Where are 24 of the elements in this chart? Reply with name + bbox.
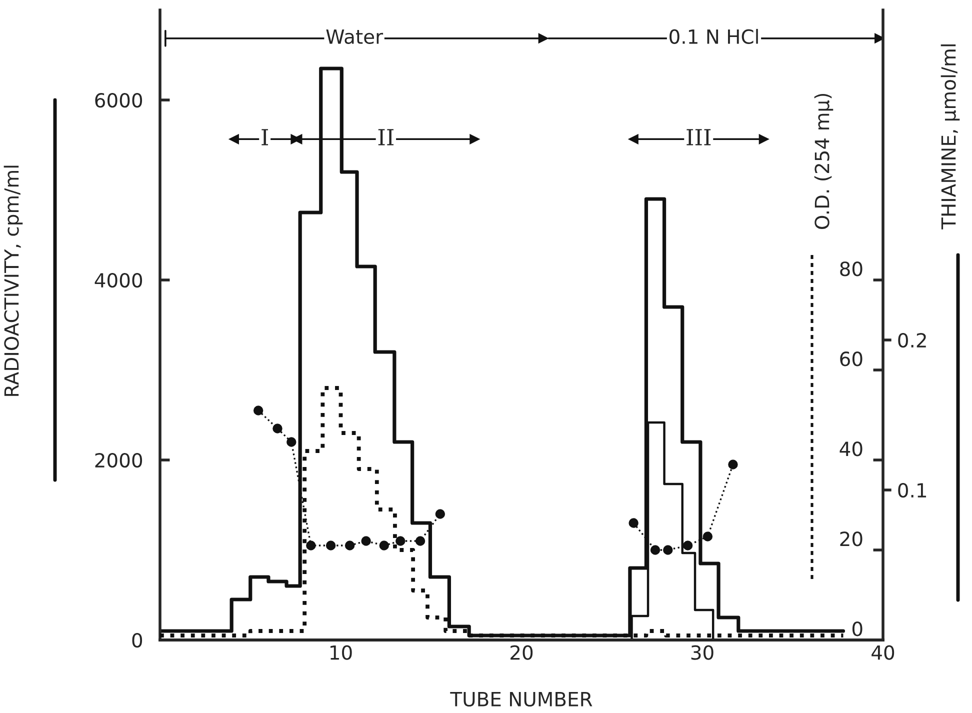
- y3-tick-label: 0.1: [898, 482, 926, 498]
- x-tick-label: 20: [510, 645, 533, 660]
- annotation: II: [378, 129, 394, 146]
- annotation: 0.1 N HCl: [670, 28, 758, 44]
- y-tick-label: 0: [132, 632, 142, 648]
- x-tick-label: 40: [872, 645, 894, 660]
- x-axis-title: TUBE NUMBER: [450, 692, 592, 707]
- y3-tick-label: 0.2: [898, 332, 926, 348]
- annotation: III: [686, 129, 711, 146]
- y-tick-label: 6000: [95, 92, 142, 108]
- y2-tick-label: 80: [840, 262, 862, 276]
- x-tick-label: 10: [330, 645, 352, 660]
- y2-tick-label: 20: [840, 532, 862, 546]
- y-axis-title: RADIOACTIVITY, cpm/ml: [4, 166, 23, 396]
- annotation: I: [262, 129, 268, 146]
- y2-axis-title: O.D. (254 mμ): [814, 94, 834, 230]
- y-tick-label: 4000: [94, 272, 142, 288]
- y3-axis-title: THIAMINE, μmol/ml: [940, 44, 960, 230]
- y2-tick-label: 40: [840, 442, 862, 456]
- y2-tick-label: 60: [840, 352, 862, 366]
- y-tick-label: 2000: [95, 452, 142, 468]
- x-tick-label: 30: [691, 645, 714, 660]
- y2-tick-label: 0: [852, 622, 862, 636]
- annotation: Water: [326, 30, 384, 44]
